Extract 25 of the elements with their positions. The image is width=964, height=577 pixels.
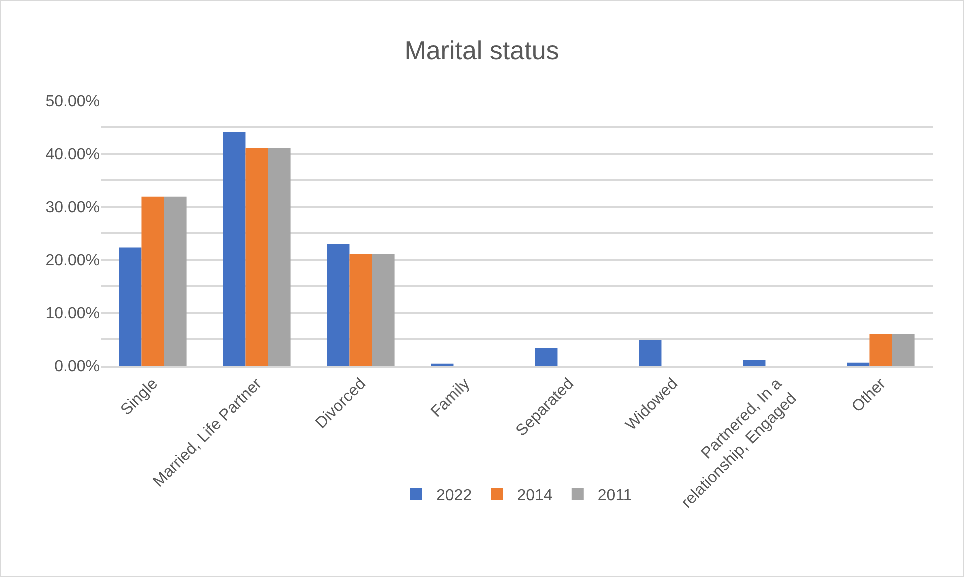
bar: [246, 148, 268, 366]
y-tick-label: 20.00%: [46, 252, 100, 270]
y-tick-label: 50.00%: [46, 94, 100, 111]
bar: [870, 334, 892, 366]
bar: [892, 334, 915, 366]
bar: [743, 360, 766, 366]
bar: [268, 148, 291, 366]
bar: [847, 362, 870, 366]
bar: [142, 196, 164, 366]
bar: [327, 244, 350, 366]
bar: [164, 196, 187, 366]
y-tick-label: 30.00%: [46, 200, 100, 217]
bar: [535, 348, 558, 366]
bar: [372, 254, 395, 366]
bar: [223, 132, 246, 366]
bar: [350, 254, 372, 366]
legend-label: 2022: [436, 487, 472, 504]
bar: [119, 248, 142, 366]
chart-title: Marital status: [404, 35, 560, 66]
bar: [639, 340, 662, 366]
y-tick-label: 40.00%: [46, 146, 100, 164]
y-tick-label: 10.00%: [46, 306, 100, 323]
y-tick-label: 0.00%: [54, 358, 100, 376]
legend-label: 2011: [598, 487, 632, 504]
legend-label: 2014: [517, 487, 553, 504]
